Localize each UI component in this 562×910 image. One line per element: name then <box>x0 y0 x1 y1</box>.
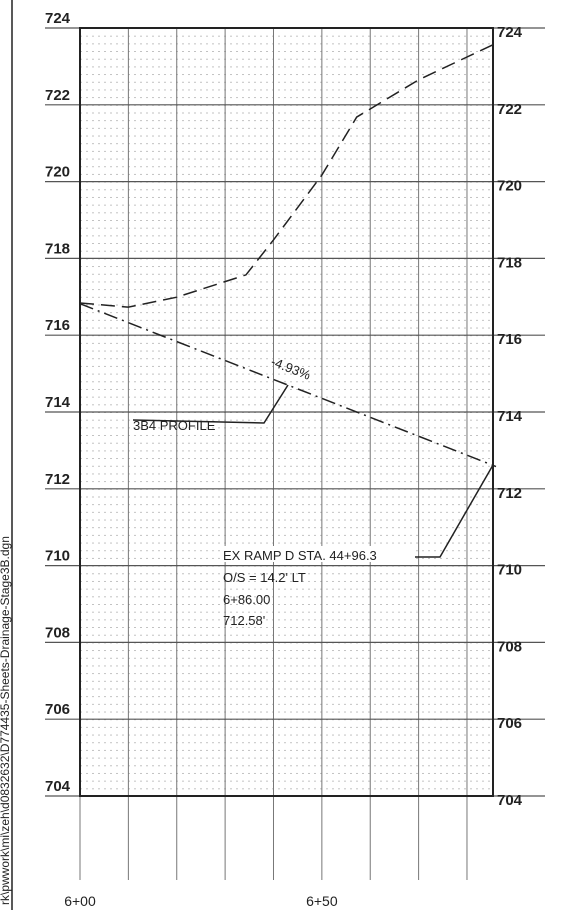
file-path: rk\pwwork\mi\zeh\d0832632\D774435-Sheets… <box>0 536 12 905</box>
leader <box>415 464 494 558</box>
y-tick-label: 706 <box>497 715 522 732</box>
y-tick-label: 704 <box>45 778 71 795</box>
y-tick-label: 720 <box>45 164 70 181</box>
annotation: 712.58' <box>223 613 265 628</box>
annotation: 3B4 PROFILE <box>133 418 216 433</box>
annotation: 6+86.00 <box>223 592 270 607</box>
x-tick-label: 6+50 <box>306 893 338 909</box>
y-tick-label: 714 <box>45 394 71 411</box>
y-tick-label: 708 <box>45 624 70 641</box>
y-tick-label: 718 <box>45 240 70 257</box>
y-tick-label: 706 <box>45 701 70 718</box>
profile-line <box>79 44 493 308</box>
y-tick-label: 724 <box>45 10 71 27</box>
y-tick-label: 724 <box>497 24 523 41</box>
y-tick-label: 720 <box>497 178 522 195</box>
y-tick-label: 710 <box>497 562 522 579</box>
y-tick-label: 708 <box>497 638 522 655</box>
y-tick-label: 718 <box>497 254 522 271</box>
x-tick-label: 6+00 <box>64 893 96 909</box>
y-tick-label: 710 <box>45 548 70 565</box>
y-tick-label: 716 <box>497 331 522 348</box>
label-bg <box>220 546 415 562</box>
leader <box>132 384 289 424</box>
y-tick-label: 712 <box>45 471 70 488</box>
y-tick-label: 712 <box>497 485 522 502</box>
annotation: EX RAMP D STA. 44+96.3 <box>223 548 377 563</box>
profile-line <box>79 303 497 468</box>
y-tick-label: 714 <box>497 408 523 425</box>
y-tick-label: 722 <box>497 101 522 118</box>
y-tick-label: 716 <box>45 317 70 334</box>
y-tick-label: 704 <box>497 792 523 809</box>
plot-frame <box>79 27 494 797</box>
annotation: O/S = 14.2' LT <box>223 570 306 585</box>
y-tick-label: 722 <box>45 87 70 104</box>
